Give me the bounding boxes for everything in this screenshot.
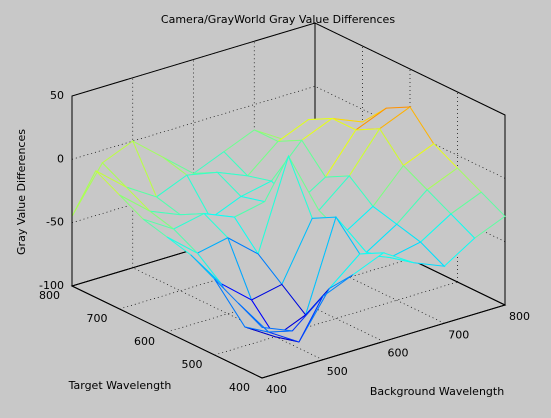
x-axis-label: Background Wavelength <box>370 385 504 398</box>
y-tick-label: 400 <box>229 381 250 394</box>
y-tick-label: 700 <box>87 312 108 325</box>
z-axis-label: Gray Value Differences <box>15 129 28 255</box>
y-tick-label: 600 <box>134 335 155 348</box>
y-tick-label: 800 <box>39 289 60 302</box>
x-tick-label: 400 <box>266 383 287 396</box>
x-tick-label: 700 <box>448 328 469 341</box>
x-tick-label: 600 <box>388 347 409 360</box>
x-tick-label: 800 <box>509 310 530 323</box>
chart-title: Camera/GrayWorld Gray Value Differences <box>161 13 395 26</box>
z-tick-label: 50 <box>50 89 64 102</box>
z-tick-label: -50 <box>46 216 64 229</box>
mesh-cell <box>237 302 293 333</box>
y-axis-label: Target Wavelength <box>68 379 172 392</box>
axis-line <box>71 285 263 379</box>
x-tick-label: 500 <box>327 365 348 378</box>
y-tick-label: 500 <box>182 358 203 371</box>
z-tick-label: -100 <box>39 279 64 292</box>
axis-line <box>261 304 506 379</box>
z-tick-label: 0 <box>57 152 64 165</box>
